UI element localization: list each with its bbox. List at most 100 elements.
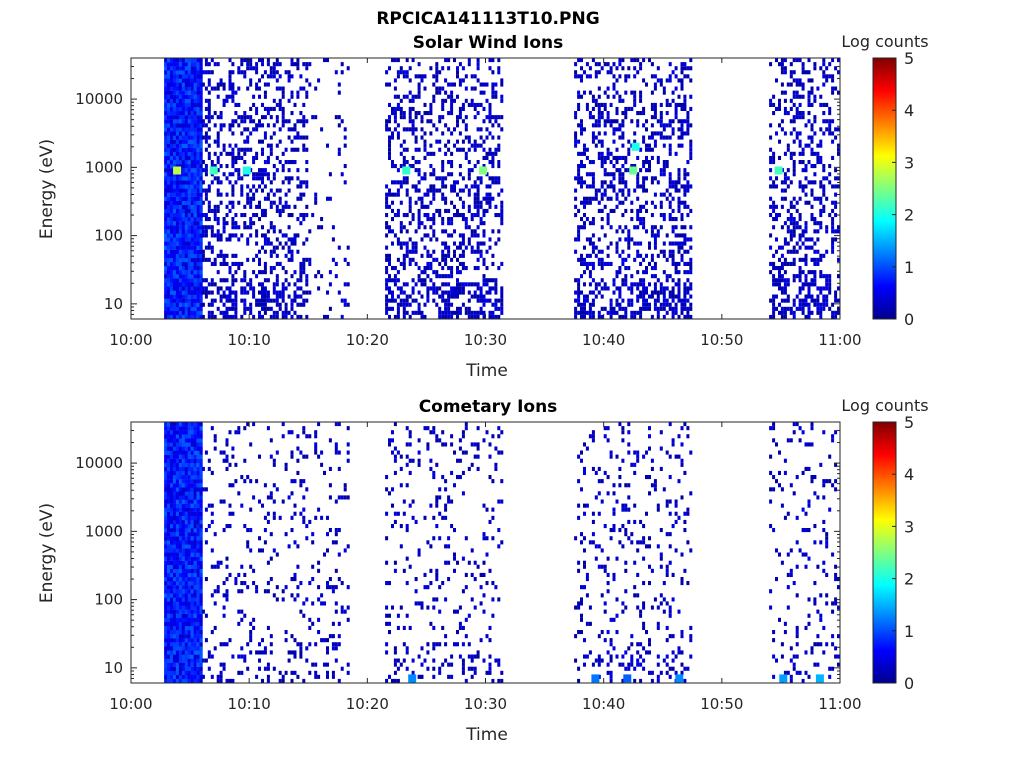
heatmap-cell: [170, 625, 174, 631]
heatmap-cell: [240, 261, 244, 266]
heatmap-cell: [609, 102, 613, 107]
heatmap-cell: [778, 106, 781, 111]
heatmap-cell: [219, 261, 223, 266]
heatmap-cell: [190, 507, 194, 512]
heatmap-cell: [650, 62, 654, 67]
heatmap-cell: [193, 188, 197, 193]
heatmap-cell: [275, 261, 279, 266]
heatmap-cell: [807, 270, 811, 275]
heatmap-cell: [164, 249, 168, 254]
heatmap-cell: [164, 560, 168, 565]
heatmap-cell: [252, 127, 256, 132]
heatmap-cell: [795, 135, 799, 140]
heatmap-cell: [281, 164, 285, 169]
heatmap-cell: [216, 208, 220, 213]
heatmap-cell: [482, 147, 486, 152]
heatmap-cell: [190, 666, 194, 671]
heatmap-cell: [804, 192, 808, 197]
heatmap-cell: [184, 62, 188, 67]
heatmap-cell: [816, 160, 820, 165]
heatmap-cell: [473, 192, 477, 197]
heatmap-cell: [473, 249, 477, 254]
heatmap-cell: [450, 172, 454, 177]
heatmap-cell: [219, 298, 223, 303]
heatmap-cell: [807, 237, 811, 242]
heatmap-cell: [662, 127, 666, 132]
heatmap-cell: [181, 634, 185, 639]
heatmap-cell: [225, 221, 229, 226]
heatmap-cell: [170, 176, 174, 181]
heatmap-cell: [181, 581, 185, 586]
heatmap-cell: [636, 217, 640, 222]
heatmap-cell: [683, 119, 687, 124]
heatmap-cell: [193, 86, 197, 91]
heatmap-cell: [574, 196, 578, 201]
heatmap-cell: [485, 249, 489, 254]
heatmap-cell: [600, 151, 604, 156]
heatmap-cell: [834, 237, 838, 242]
heatmap-cell: [588, 184, 592, 189]
heatmap-cell: [290, 147, 294, 152]
heatmap-cell: [479, 249, 483, 254]
heatmap-cell: [281, 282, 285, 287]
heatmap-cell: [497, 66, 501, 71]
heatmap-cell: [170, 160, 174, 165]
heatmap-cell: [408, 106, 412, 111]
heatmap-cell: [577, 208, 581, 213]
heatmap-cell: [813, 131, 817, 136]
heatmap-cell: [181, 192, 185, 197]
heatmap-cell: [624, 274, 628, 279]
heatmap-cell: [167, 577, 171, 582]
heatmap-cell: [627, 266, 631, 271]
heatmap-cell: [458, 233, 462, 238]
heatmap-cell: [184, 314, 188, 320]
heatmap-cell: [473, 184, 477, 189]
heatmap-cell: [405, 127, 409, 132]
heatmap-cell: [184, 524, 188, 529]
heatmap-cell: [450, 221, 454, 226]
heatmap-cell: [293, 298, 297, 303]
heatmap-cell: [789, 213, 793, 218]
heatmap-cell: [175, 552, 180, 557]
heatmap-cell: [456, 66, 459, 71]
heatmap-cell: [597, 155, 601, 160]
heatmap-cell: [810, 278, 814, 283]
heatmap-cell: [172, 638, 177, 643]
heatmap-cell: [225, 298, 229, 303]
heatmap-cell: [187, 524, 191, 529]
heatmap-cell: [207, 90, 211, 95]
heatmap-cell: [178, 102, 183, 108]
heatmap-cell: [411, 131, 415, 136]
heatmap-cell: [193, 470, 197, 476]
heatmap-cell: [172, 111, 177, 116]
heatmap-cell: [831, 241, 835, 246]
heatmap-cell: [627, 168, 631, 173]
heatmap-cell: [240, 290, 244, 295]
heatmap-cell: [199, 298, 203, 303]
heatmap-cell: [266, 58, 270, 63]
heatmap-cell: [408, 200, 412, 205]
heatmap-cell: [296, 278, 300, 283]
heatmap-cell: [618, 94, 622, 99]
heatmap-cell: [187, 180, 191, 185]
heatmap-cell: [181, 650, 185, 655]
heatmap-cell: [650, 229, 654, 234]
heatmap-cell: [470, 184, 474, 189]
heatmap-cell: [187, 249, 191, 254]
heatmap-cell: [450, 102, 454, 107]
heatmap-cell: [258, 310, 261, 315]
heatmap-cell: [302, 257, 306, 262]
heatmap-cell: [175, 556, 180, 561]
heatmap-cell: [243, 115, 247, 120]
heatmap-cell: [343, 298, 347, 303]
heatmap-cell: [170, 62, 174, 67]
heatmap-cell: [391, 294, 394, 299]
heatmap-cell: [441, 131, 445, 136]
heatmap-cell: [243, 213, 247, 218]
heatmap-cell: [164, 286, 168, 291]
heatmap-cell: [231, 298, 235, 303]
heatmap-cell: [668, 204, 672, 209]
colorbar: [872, 57, 897, 320]
heatmap-cell: [795, 90, 799, 95]
heatmap-cell: [677, 143, 681, 148]
